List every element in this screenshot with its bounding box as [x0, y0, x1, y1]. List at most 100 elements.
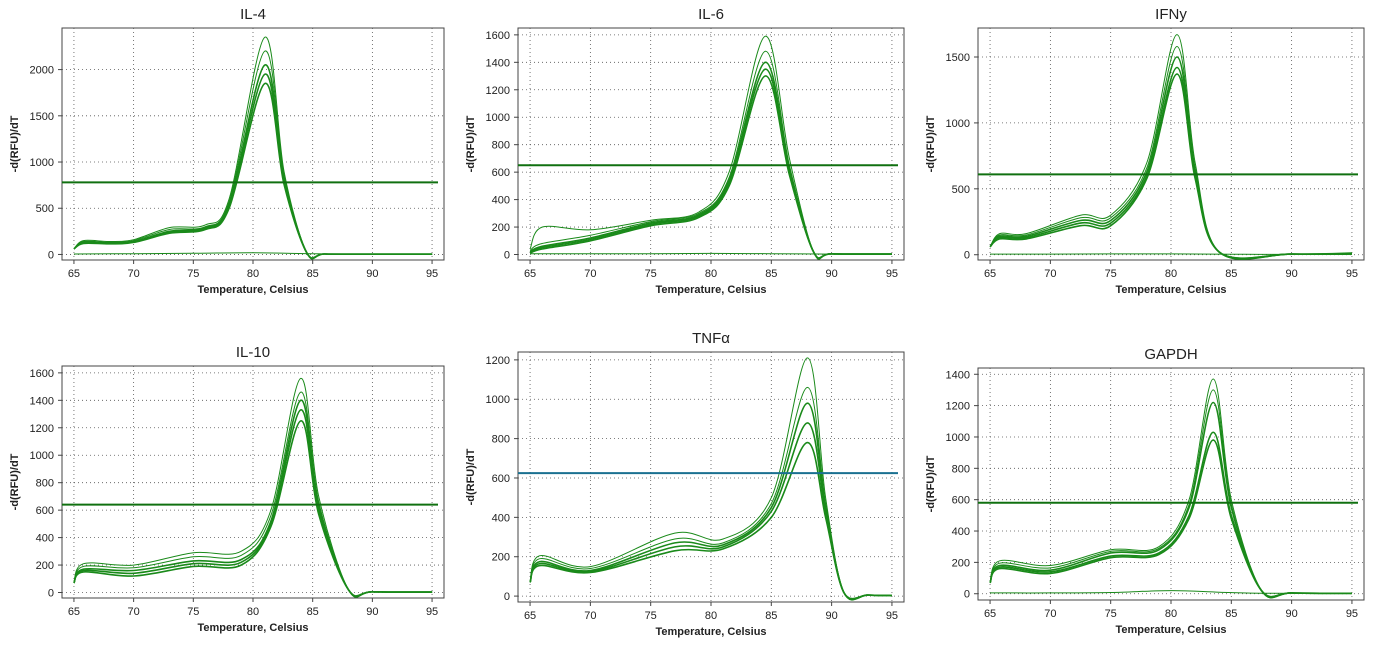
- x-tick-label: 90: [1286, 268, 1298, 280]
- y-axis-label: -d(RFU)/dT: [465, 448, 477, 505]
- x-tick-label: 75: [187, 606, 199, 618]
- chart-title: GAPDH: [1144, 346, 1197, 363]
- x-tick-label: 95: [1346, 608, 1358, 620]
- x-tick-label: 80: [705, 610, 717, 622]
- x-tick-label: 80: [1165, 268, 1177, 280]
- x-tick-label: 85: [307, 268, 319, 280]
- x-tick-label: 70: [584, 268, 596, 280]
- x-axis-label: Temperature, Celsius: [197, 622, 308, 634]
- y-tick-label: 200: [492, 552, 510, 564]
- y-tick-label: 0: [48, 249, 54, 261]
- melt-curve-chart: IL-6 65 70 75 80 85 90 95 0 200 400 600 800 1000 1200 1…: [465, 6, 905, 296]
- y-tick-label: 1000: [946, 432, 970, 444]
- x-axis-label: Temperature, Celsius: [655, 626, 766, 638]
- x-tick-label: 70: [1044, 268, 1056, 280]
- x-tick-label: 95: [426, 606, 438, 618]
- x-tick-label: 95: [886, 610, 898, 622]
- x-tick-label: 75: [645, 610, 657, 622]
- y-tick-label: 1400: [946, 369, 970, 381]
- melt-curve-line: [73, 420, 433, 597]
- melt-curve-line: [529, 441, 892, 600]
- y-tick-label: 400: [952, 526, 970, 538]
- y-tick-label: 0: [964, 250, 970, 262]
- chart-title: IFNy: [1155, 6, 1187, 23]
- x-tick-label: 70: [1044, 608, 1056, 620]
- y-tick-label: 200: [492, 222, 510, 234]
- x-axis-label: Temperature, Celsius: [197, 284, 308, 296]
- y-tick-label: 800: [492, 434, 510, 446]
- chart-panel-il4: IL-4 65 70 75 80 85 90 95 0 500 1000 1500 2000 Temper…: [0, 0, 450, 300]
- y-tick-label: 1600: [30, 368, 54, 380]
- x-tick-label: 90: [1286, 608, 1298, 620]
- x-tick-label: 65: [984, 268, 996, 280]
- y-axis-label: -d(RFU)/dT: [925, 455, 937, 512]
- chart-panel-ifny: IFNy 65 70 75 80 85 90 95 0 500 1000 1500 Temperatur…: [920, 0, 1370, 300]
- melt-curve-line: [73, 82, 433, 259]
- y-axis-label: -d(RFU)/dT: [9, 115, 21, 172]
- melt-curve-chart: IL-4 65 70 75 80 85 90 95 0 500 1000 1500 2000 Temper…: [9, 6, 445, 296]
- y-tick-label: 0: [504, 591, 510, 603]
- y-tick-label: 400: [36, 533, 54, 545]
- x-tick-label: 65: [984, 608, 996, 620]
- y-tick-label: 1400: [486, 57, 510, 69]
- chart-title: TNFα: [692, 330, 730, 347]
- melt-curve-chart: IL-10 65 70 75 80 85 90 95 0 200 400 600 800 1000 1200…: [9, 344, 445, 634]
- y-tick-label: 600: [492, 167, 510, 179]
- baseline-trace: [990, 590, 1352, 594]
- x-tick-label: 70: [128, 606, 140, 618]
- x-tick-label: 65: [68, 606, 80, 618]
- x-tick-label: 95: [886, 268, 898, 280]
- chart-title: IL-10: [236, 344, 270, 361]
- y-axis-label: -d(RFU)/dT: [465, 115, 477, 172]
- y-tick-label: 800: [952, 463, 970, 475]
- x-tick-label: 85: [1225, 268, 1237, 280]
- y-tick-label: 500: [952, 184, 970, 196]
- y-tick-label: 1200: [30, 423, 54, 435]
- y-tick-label: 1200: [486, 355, 510, 367]
- x-tick-label: 65: [68, 268, 80, 280]
- x-tick-label: 80: [247, 268, 259, 280]
- y-tick-label: 0: [504, 250, 510, 262]
- y-tick-label: 1500: [946, 52, 970, 64]
- y-tick-label: 200: [952, 557, 970, 569]
- y-axis-label: -d(RFU)/dT: [9, 453, 21, 510]
- y-tick-label: 1500: [30, 111, 54, 123]
- y-tick-label: 1400: [30, 395, 54, 407]
- chart-title: IL-6: [698, 6, 724, 23]
- y-tick-label: 1000: [30, 450, 54, 462]
- melt-curve-line: [989, 439, 1352, 598]
- x-tick-label: 75: [645, 268, 657, 280]
- x-tick-label: 75: [187, 268, 199, 280]
- y-tick-label: 1600: [486, 30, 510, 42]
- chart-title: IL-4: [240, 6, 266, 23]
- x-tick-label: 90: [826, 268, 838, 280]
- x-tick-label: 65: [524, 610, 536, 622]
- x-tick-label: 90: [366, 606, 378, 618]
- x-tick-label: 85: [1225, 608, 1237, 620]
- x-tick-label: 85: [765, 610, 777, 622]
- melt-curve-line: [529, 75, 892, 259]
- x-tick-label: 75: [1105, 608, 1117, 620]
- y-tick-label: 0: [964, 589, 970, 601]
- chart-panel-tnfa: TNFα 65 70 75 80 85 90 95 0 200 400 600 800 1000 1200 T…: [460, 322, 910, 642]
- x-tick-label: 75: [1105, 268, 1117, 280]
- x-tick-label: 85: [307, 606, 319, 618]
- x-axis-label: Temperature, Celsius: [1115, 284, 1226, 296]
- x-tick-label: 70: [128, 268, 140, 280]
- y-tick-label: 0: [48, 588, 54, 600]
- x-tick-label: 80: [705, 268, 717, 280]
- x-tick-label: 70: [584, 610, 596, 622]
- y-tick-label: 800: [36, 478, 54, 490]
- y-tick-label: 200: [36, 560, 54, 572]
- melt-curve-chart: GAPDH 65 70 75 80 85 90 95 0 200 400 600 800 1000 1200…: [925, 346, 1365, 636]
- y-tick-label: 1000: [486, 394, 510, 406]
- chart-panel-il6: IL-6 65 70 75 80 85 90 95 0 200 400 600 800 1000 1200 1…: [460, 0, 910, 300]
- y-tick-label: 400: [492, 195, 510, 207]
- y-tick-label: 1200: [486, 85, 510, 97]
- y-axis-label: -d(RFU)/dT: [925, 115, 937, 172]
- chart-panel-il10: IL-10 65 70 75 80 85 90 95 0 200 400 600 800 1000 1200…: [0, 322, 450, 642]
- y-tick-label: 1000: [30, 157, 54, 169]
- x-tick-label: 90: [826, 610, 838, 622]
- y-tick-label: 600: [36, 505, 54, 517]
- x-tick-label: 85: [765, 268, 777, 280]
